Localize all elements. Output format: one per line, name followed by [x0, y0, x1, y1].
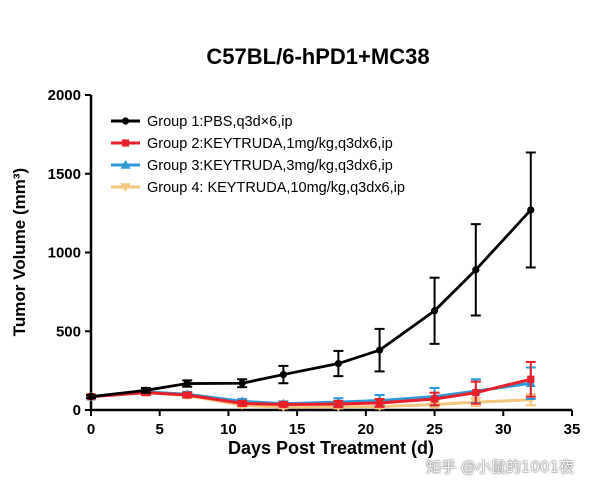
data-point: [238, 399, 246, 407]
y-tick-label: 2000: [48, 87, 81, 104]
legend-item-1: Group 1:PBS,q3d×6,ip: [111, 114, 293, 130]
x-tick-label: 25: [426, 421, 443, 438]
data-point: [430, 395, 439, 403]
data-point: [472, 266, 480, 274]
data-point: [472, 389, 480, 397]
data-point: [279, 400, 287, 409]
legend-item-3: Group 3:KEYTRUDA,3mg/kg,q3dx6,ip: [111, 158, 393, 174]
data-point: [238, 379, 246, 387]
watermark-text: 知乎 @小鼠的1001夜: [426, 458, 574, 476]
series-layer: [86, 151, 536, 413]
x-tick-label: 5: [156, 421, 164, 438]
data-point: [334, 400, 342, 408]
y-tick-label: 500: [56, 323, 81, 340]
data-point: [279, 370, 287, 379]
legend-label: Group 3:KEYTRUDA,3mg/kg,q3dx6,ip: [147, 158, 393, 174]
data-point: [121, 117, 130, 125]
legend-label: Group 1:PBS,q3d×6,ip: [147, 114, 293, 130]
y-tick-label: 1000: [48, 245, 81, 262]
data-point: [142, 386, 150, 394]
data-point: [527, 375, 535, 383]
data-point: [376, 399, 384, 407]
data-point: [334, 359, 342, 368]
data-point: [183, 391, 191, 399]
data-point: [121, 139, 130, 147]
data-point: [87, 393, 95, 401]
legend: Group 1:PBS,q3d×6,ip Group 2:KEYTRUDA,1mg…: [111, 114, 405, 196]
legend-label: Group 2:KEYTRUDA,1mg/kg,q3dx6,ip: [147, 136, 393, 152]
data-point: [376, 346, 384, 354]
x-tick-label: 35: [564, 421, 581, 438]
series-line: [90, 209, 532, 399]
x-tick-label: 0: [87, 421, 95, 438]
data-point: [183, 379, 191, 388]
x-tick-label: 30: [495, 421, 512, 438]
data-point: [527, 206, 535, 214]
series-line: [90, 377, 532, 406]
x-tick-label: 10: [220, 421, 237, 438]
chart-title: C57BL/6-hPD1+MC38: [206, 44, 429, 69]
y-tick-label: 0: [73, 402, 81, 419]
ticks: 0 5 10 15 20 25 30 35 0 500 1000 1500 2000: [48, 87, 581, 438]
data-point: [120, 160, 131, 169]
x-tick-label: 15: [289, 421, 306, 438]
y-tick-label: 1500: [48, 166, 81, 183]
x-axis-label: Days Post Treatment (d): [228, 438, 434, 458]
data-point: [120, 183, 131, 192]
y-axis-label: Tumor Volume (mm³): [10, 168, 29, 336]
legend-label: Group 4: KEYTRUDA,10mg/kg,q3dx6,ip: [147, 180, 405, 196]
series-1: [86, 151, 536, 401]
data-point: [430, 307, 439, 315]
legend-item-4: Group 4: KEYTRUDA,10mg/kg,q3dx6,ip: [111, 180, 405, 196]
legend-item-2: Group 2:KEYTRUDA,1mg/kg,q3dx6,ip: [111, 136, 393, 152]
x-tick-label: 20: [358, 421, 375, 438]
